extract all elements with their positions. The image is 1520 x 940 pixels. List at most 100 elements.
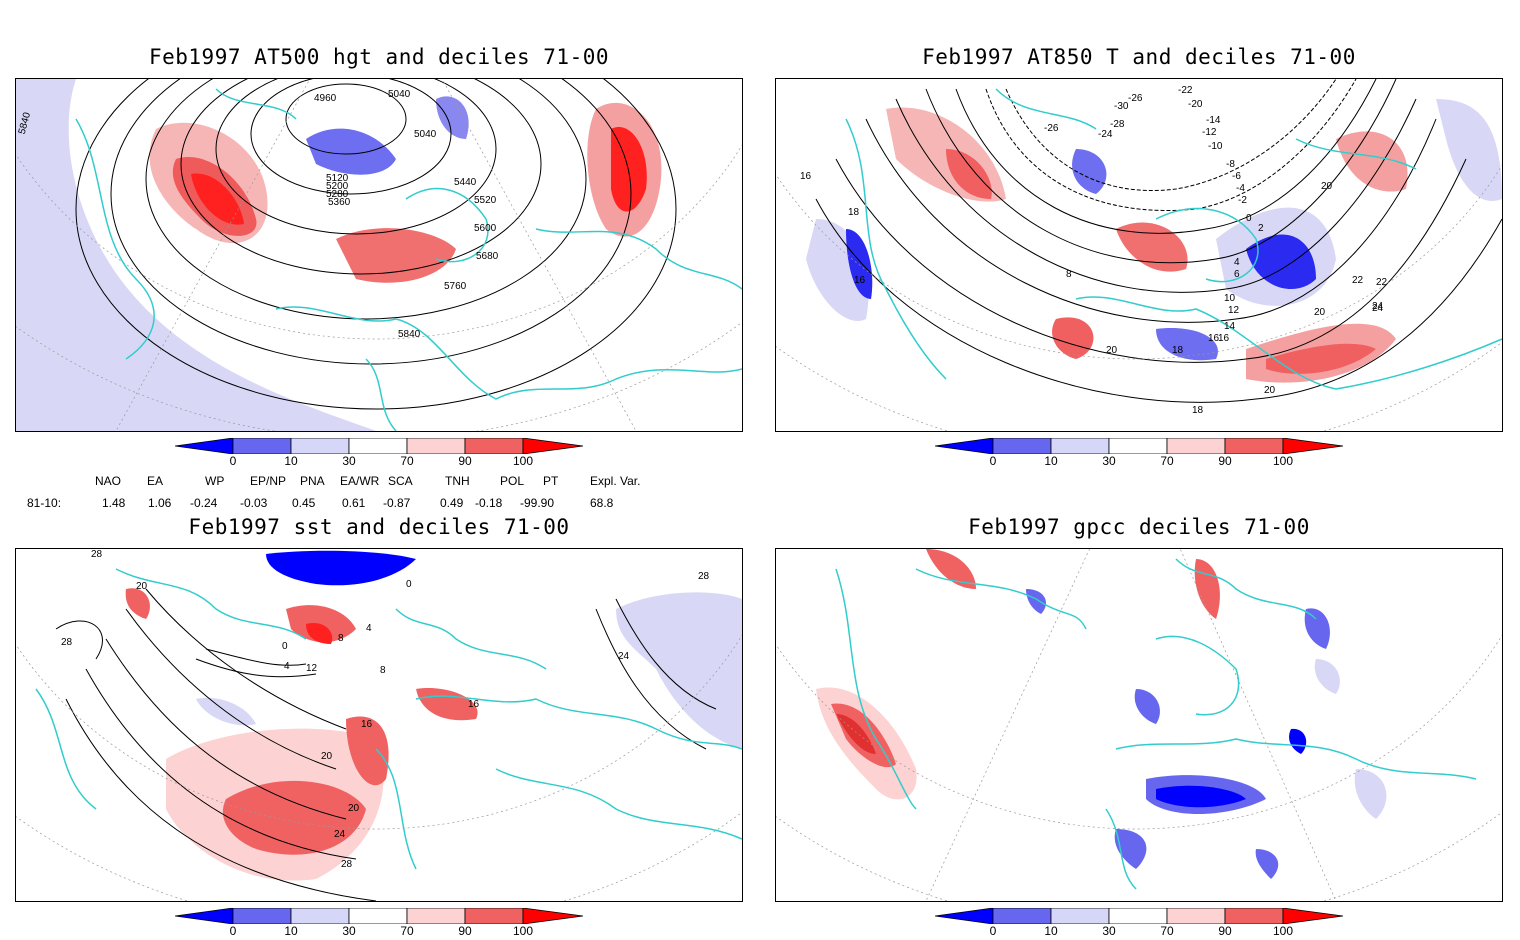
contour-label: -6 <box>1232 171 1241 182</box>
contour-label: -26 <box>1044 123 1059 134</box>
colorbar-tick: 10 <box>284 924 298 938</box>
contour-label: 5760 <box>444 281 467 292</box>
colorbar-swatches <box>175 908 584 924</box>
colorbar-swatches <box>935 438 1344 454</box>
contour-label: 20 <box>136 581 148 592</box>
panel-title-sst: Feb1997 sst and deciles 71-00 <box>188 515 570 539</box>
colorbar-tick: 30 <box>1102 454 1116 468</box>
contour-label: 5200 <box>326 181 349 192</box>
sst-contours <box>55 588 717 901</box>
panel-title-gpcc: Feb1997 gpcc deciles 71-00 <box>968 515 1310 539</box>
index-header: PNA <box>300 474 325 488</box>
index-header: NAO <box>95 474 122 488</box>
contour-label: 12 <box>1228 305 1240 316</box>
index-value: -0.24 <box>190 496 218 510</box>
contour-label: 0 <box>406 579 412 590</box>
contour-label: 16 <box>1208 333 1220 344</box>
contour-label: 20 <box>321 751 333 762</box>
index-value: -0.87 <box>383 496 411 510</box>
contour-label: -14 <box>1206 115 1221 126</box>
lat-lon-grid <box>776 549 1502 901</box>
panel-title-t850: Feb1997 AT850 T and deciles 71-00 <box>922 45 1356 69</box>
index-header: POL <box>500 474 525 488</box>
contour-label: 12 <box>306 663 318 674</box>
teleconnection-indices: NAO EA WP EP/NP PNA EA/WR SCA TNH POL PT… <box>0 474 700 514</box>
temperature-contours <box>815 79 1502 403</box>
deciles-low-shading <box>16 79 376 431</box>
contour-label: 28 <box>91 549 103 560</box>
contour-label: -24 <box>1098 129 1113 140</box>
contour-label: 24 <box>334 829 346 840</box>
colorbar-tick: 30 <box>342 454 356 468</box>
contour-label: 20 <box>1314 307 1326 318</box>
colorbar-tick: 0 <box>989 924 997 938</box>
contour-label: 28 <box>341 859 353 870</box>
contour-label: 0 <box>282 641 288 652</box>
contour-label: 22 <box>1376 277 1388 288</box>
contour-label: -22 <box>1178 85 1193 96</box>
colorbar-tick: 100 <box>1272 454 1294 468</box>
map-gpcc <box>776 549 1502 901</box>
map-panel-gpcc <box>775 548 1503 902</box>
contour-label: 16 <box>800 171 812 182</box>
contour-label: 5520 <box>474 195 497 206</box>
contour-label: 4 <box>284 661 290 672</box>
colorbar-tick: 70 <box>400 924 414 938</box>
colorbar-tick: 70 <box>400 454 414 468</box>
index-header: EP/NP <box>250 474 287 488</box>
colorbar-tick: 90 <box>458 924 472 938</box>
contour-label: 6 <box>1234 269 1240 280</box>
colorbar-tick: 100 <box>1272 924 1294 938</box>
index-header: EA <box>147 474 164 488</box>
colorbar-t850: 0 10 30 70 90 100 <box>935 438 1355 468</box>
coastlines <box>835 558 1477 890</box>
index-header: SCA <box>388 474 413 488</box>
contour-label: 24 <box>1372 303 1384 314</box>
contour-label: -20 <box>1188 99 1203 110</box>
contour-label: 20 <box>1321 181 1333 192</box>
contour-label: 18 <box>1172 345 1184 356</box>
contour-label: 2 <box>1258 223 1264 234</box>
contour-label: 16 <box>1218 333 1230 344</box>
map-hgt500: 4960 5040 5040 5120 5200 5280 5360 5440 … <box>16 79 742 431</box>
colorbar-tick: 70 <box>1160 924 1174 938</box>
colorbar-gpcc: 0 10 30 70 90 100 <box>935 908 1355 938</box>
contour-label: 24 <box>618 651 630 662</box>
colorbar-tick: 100 <box>512 924 534 938</box>
index-header: Expl. Var. <box>590 474 641 488</box>
contour-label: -8 <box>1226 159 1235 170</box>
index-value: 68.8 <box>590 496 614 510</box>
colorbar-tick: 10 <box>284 454 298 468</box>
contour-label: 28 <box>698 571 710 582</box>
panel-title-hgt500: Feb1997 AT500 hgt and deciles 71-00 <box>148 45 609 69</box>
contour-label: 5280 <box>326 189 349 200</box>
contour-label: -10 <box>1208 141 1223 152</box>
index-value: -99.90 <box>520 496 555 510</box>
contour-label: 24 <box>1372 301 1384 312</box>
contour-label: 5360 <box>328 197 351 208</box>
colorbar-tick: 0 <box>989 454 997 468</box>
colorbar-tick: 100 <box>512 454 534 468</box>
colorbar-tick: 0 <box>229 454 237 468</box>
index-value: 1.48 <box>102 496 126 510</box>
contour-label: 8 <box>1066 269 1072 280</box>
contour-label: 20 <box>348 803 360 814</box>
coastlines <box>35 568 742 870</box>
index-row-label: 81-10: <box>27 496 62 510</box>
contour-label: 5840 <box>398 329 421 340</box>
contour-label: 5440 <box>454 177 477 188</box>
index-header: EA/WR <box>340 474 380 488</box>
contour-label: 5120 <box>326 173 349 184</box>
colorbar-tick: 30 <box>342 924 356 938</box>
contour-label: 16 <box>361 719 373 730</box>
colorbar-tick: 10 <box>1044 924 1058 938</box>
coastlines <box>845 88 1502 390</box>
contour-label: 28 <box>61 637 73 648</box>
colorbar-tick: 90 <box>1218 454 1232 468</box>
map-t850: -26 -30 -28 -26 -24 -22 -20 -14 -12 -10 … <box>776 79 1502 431</box>
map-panel-t850: -26 -30 -28 -26 -24 -22 -20 -14 -12 -10 … <box>775 78 1503 432</box>
index-value: 0.45 <box>292 496 316 510</box>
contour-label: -26 <box>1128 93 1143 104</box>
index-header: PT <box>543 474 559 488</box>
contour-label: 4960 <box>314 93 337 104</box>
